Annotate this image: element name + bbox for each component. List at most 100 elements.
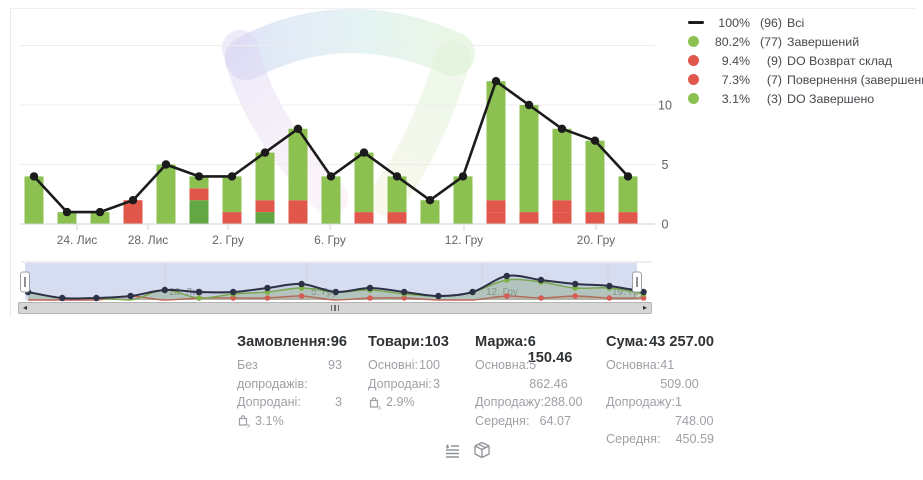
- legend-line-marker-icon: [688, 21, 710, 24]
- nav-total-point: [366, 284, 374, 292]
- bar-segment[interactable]: [486, 81, 506, 201]
- bar-segment[interactable]: [255, 212, 275, 224]
- nav-red-point: [264, 295, 271, 301]
- orders-chart[interactable]: 24. Лис 28. Лис 2. Гру 6. Гру 12. Гру 20. Гру…: [0, 0, 690, 256]
- nav-red-point: [606, 295, 613, 301]
- nav-total-point: [298, 280, 305, 288]
- bar-segment[interactable]: [618, 212, 638, 224]
- chart-navigator[interactable]: 28. Лис 5. Гру 12. Гру 19. Гру: [0, 256, 660, 302]
- bar-segment[interactable]: [24, 176, 44, 224]
- nav-red-point: [367, 295, 373, 301]
- total-line-point[interactable]: [458, 172, 468, 181]
- y-tick-label: 5: [662, 158, 669, 172]
- scrollbar-grip[interactable]: [330, 305, 340, 311]
- nav-total-point: [161, 286, 168, 294]
- nav-total-point: [503, 272, 510, 280]
- total-line-point[interactable]: [623, 172, 633, 181]
- bar-segment[interactable]: [552, 200, 572, 213]
- bar-segment[interactable]: [486, 200, 506, 213]
- bar-segment[interactable]: [288, 128, 308, 201]
- bar-segment[interactable]: [123, 200, 143, 224]
- bar-segment[interactable]: [156, 164, 176, 225]
- basket-rate-icon: x: [238, 415, 251, 428]
- total-line-point[interactable]: [260, 148, 270, 157]
- bar-segment[interactable]: [189, 200, 209, 224]
- bar-segment[interactable]: [189, 188, 209, 201]
- bar-segment[interactable]: [486, 212, 506, 224]
- bar-segment[interactable]: [387, 212, 407, 224]
- bar-segment[interactable]: [354, 212, 374, 224]
- bar-segment[interactable]: [90, 212, 110, 224]
- legend-label: Всі: [787, 15, 805, 30]
- bar-segment[interactable]: [552, 128, 572, 201]
- stat-value: 43 257.00: [649, 334, 714, 350]
- bar-segment[interactable]: [552, 212, 572, 224]
- x-tick-label: 28. Лис: [128, 233, 169, 247]
- total-line-point[interactable]: [293, 124, 303, 133]
- summary-list-icon[interactable]: [443, 441, 461, 459]
- total-line-point[interactable]: [62, 207, 72, 217]
- bar-segment[interactable]: [255, 152, 275, 201]
- chart-legend: 100% (96) Всі 80.2% (77) Завершений 9.4% (9) DO …: [688, 13, 923, 108]
- legend-count: (96): [759, 15, 782, 30]
- bar-segment[interactable]: [222, 176, 242, 213]
- chart-scrollbar[interactable]: ◂ ▸: [18, 302, 652, 314]
- bar-segment[interactable]: [288, 200, 308, 224]
- bar-segment[interactable]: [387, 176, 407, 213]
- total-line-point[interactable]: [95, 207, 105, 217]
- legend-item-2[interactable]: 9.4% (9) DO Возврат склад: [688, 51, 918, 70]
- nav-total-point: [469, 288, 476, 296]
- nav-total-point: [332, 288, 339, 296]
- package-icon[interactable]: [473, 441, 491, 459]
- legend-item-3[interactable]: 7.3% (7) Повернення (завершений): [688, 70, 923, 89]
- total-line-point[interactable]: [194, 172, 204, 181]
- scrollbar-track[interactable]: [31, 305, 639, 311]
- bar-segment[interactable]: [354, 152, 374, 213]
- bar-segment[interactable]: [255, 200, 275, 213]
- bar-segment[interactable]: [420, 200, 440, 224]
- nav-red-area: [28, 295, 644, 300]
- stat-row: Допродані: 3: [368, 376, 440, 391]
- bar-segment[interactable]: [222, 212, 242, 224]
- nav-green-point: [196, 295, 202, 301]
- stat-footer: x 3.1%: [237, 412, 342, 431]
- bar-segment[interactable]: [189, 176, 209, 189]
- bar-segment[interactable]: [585, 140, 605, 213]
- scroll-left-arrow-icon[interactable]: ◂: [22, 303, 27, 312]
- bar-segment[interactable]: [519, 212, 539, 224]
- bar-segment[interactable]: [585, 212, 605, 224]
- bar-segment[interactable]: [453, 176, 473, 224]
- nav-total-point: [537, 276, 545, 284]
- nav-tick-label: 12. Гру: [486, 287, 518, 298]
- total-line-point[interactable]: [128, 196, 138, 205]
- bar-segment[interactable]: [618, 176, 638, 213]
- total-line-point[interactable]: [524, 100, 534, 110]
- nav-red-point: [230, 295, 236, 301]
- bar-segment[interactable]: [321, 176, 341, 224]
- legend-dot-icon: [688, 36, 710, 47]
- bar-segment[interactable]: [57, 212, 77, 224]
- stat-title: Замовлення:: [237, 334, 331, 350]
- stat-row: Основна: 41 509.00: [606, 358, 699, 391]
- total-line-point[interactable]: [227, 172, 237, 181]
- bar-segment[interactable]: [519, 105, 539, 213]
- total-line-point[interactable]: [491, 77, 501, 86]
- total-line-point[interactable]: [425, 196, 435, 205]
- nav-tick-label: 28. Лис: [169, 287, 203, 298]
- total-line-point[interactable]: [557, 124, 567, 133]
- stat-row: Допродажу: 288.00: [475, 395, 583, 409]
- legend-item-0[interactable]: 100% (96) Всі: [688, 13, 918, 32]
- legend-item-1[interactable]: 80.2% (77) Завершений: [688, 32, 918, 51]
- total-line-point[interactable]: [326, 172, 336, 181]
- scroll-right-arrow-icon[interactable]: ▸: [642, 303, 647, 312]
- legend-item-4[interactable]: 3.1% (3) DO Завершено: [688, 89, 918, 108]
- total-line-point[interactable]: [29, 172, 39, 181]
- stat-value: 6 150.46: [527, 334, 573, 366]
- total-line-point[interactable]: [590, 136, 600, 145]
- nav-red-point: [640, 295, 647, 301]
- legend-percent: 3.1%: [721, 91, 750, 106]
- stat-block-2: Маржа: 6 150.46 Основна: 5 862.46 Допродажу:…: [475, 334, 583, 430]
- total-line-point[interactable]: [392, 172, 402, 181]
- total-line-point[interactable]: [359, 148, 369, 157]
- total-line-point[interactable]: [161, 160, 171, 169]
